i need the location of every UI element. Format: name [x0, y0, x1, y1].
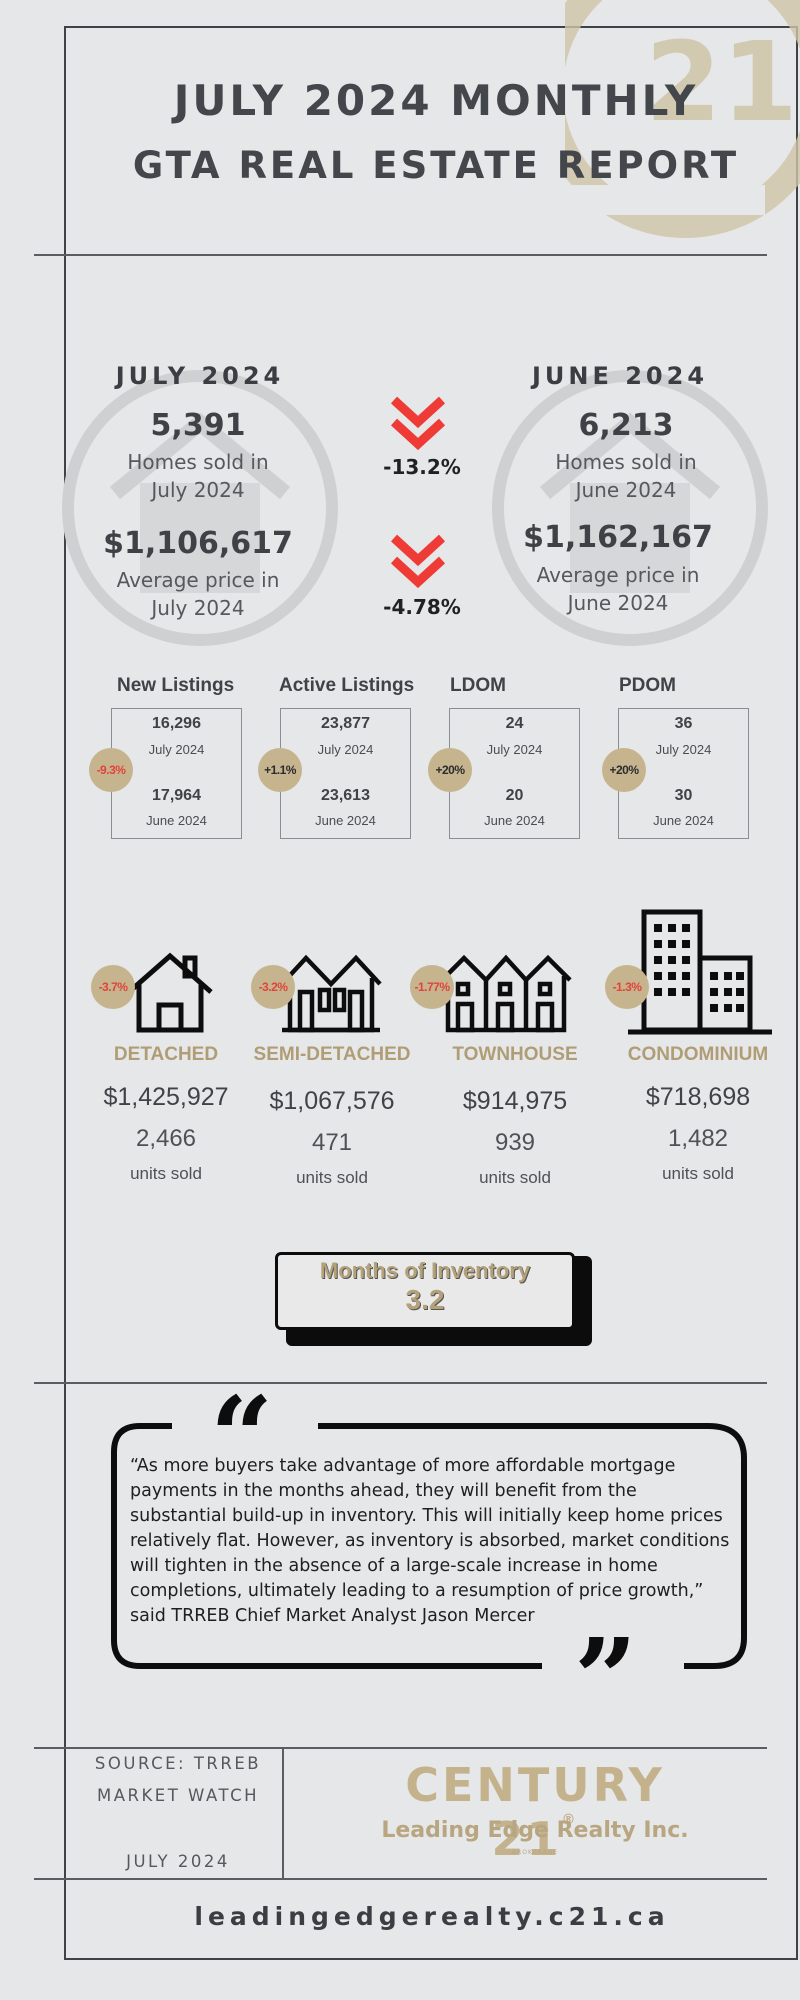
inventory-value: 3.2: [405, 1284, 445, 1315]
homes-sold-change: -13.2%: [383, 455, 461, 479]
semi-detached-icon: [280, 954, 382, 1033]
previous-homes-sold: 6,213: [578, 408, 674, 443]
metric-previous-value: 23,613: [321, 787, 370, 804]
divider-header: [34, 254, 767, 256]
previous-homes-sold-label: Homes sold in: [555, 450, 697, 474]
property-units-label: units sold: [662, 1164, 734, 1183]
current-avg-price-month: July 2024: [151, 596, 245, 620]
current-homes-sold-label: Homes sold in: [127, 450, 269, 474]
close-quote-icon: ”: [574, 1614, 638, 1743]
property-units: 939: [494, 1129, 536, 1156]
quote-frame: [111, 1423, 747, 1669]
metric-title-new-listings: New Listings: [117, 675, 235, 696]
property-name-townhouse: TOWNHOUSE: [452, 1044, 578, 1065]
metric-title-active-listings: Active Listings: [279, 675, 415, 696]
property-units-label: units sold: [479, 1168, 551, 1187]
property-units: 1,482: [667, 1125, 729, 1152]
metric-title-pdom: PDOM: [619, 675, 676, 696]
metric-change-badge: +20%: [602, 748, 646, 792]
page-frame: [64, 26, 798, 1960]
metric-title-ldom: LDOM: [450, 675, 506, 696]
metric-current-value: 24: [505, 715, 524, 732]
divider-footer-top: [34, 1747, 767, 1749]
metric-current-month: July 2024: [486, 742, 543, 757]
current-avg-price: $1,106,617: [103, 526, 293, 561]
divider-footer-bottom: [34, 1878, 767, 1880]
open-quote-icon: “: [210, 1372, 274, 1501]
current-homes-sold-month: July 2024: [151, 478, 245, 502]
source-line1: SOURCE: TRREB: [94, 1754, 262, 1773]
property-price: $718,698: [645, 1083, 751, 1111]
metric-previous-month: June 2024: [484, 813, 545, 828]
property-units: 2,466: [135, 1125, 197, 1152]
metric-previous-value: 30: [674, 787, 693, 804]
metric-previous-value: 17,964: [152, 787, 201, 804]
condominium-icon: [628, 909, 772, 1035]
source-line2: MARKET WATCH: [96, 1786, 260, 1805]
current-homes-sold: 5,391: [150, 408, 246, 443]
metric-previous-month: June 2024: [653, 813, 714, 828]
brand-subtitle: Leading Edge Realty Inc.: [381, 1818, 689, 1843]
previous-homes-sold-month: June 2024: [575, 478, 677, 502]
property-units-label: units sold: [130, 1164, 202, 1183]
current-month-heading: JULY 2024: [115, 362, 285, 390]
property-name-semi-detached: SEMI-DETACHED: [253, 1044, 411, 1065]
avg-price-change: -4.78%: [383, 595, 461, 619]
metric-current-month: July 2024: [148, 742, 205, 757]
property-name-condominium: CONDOMINIUM: [627, 1044, 769, 1065]
inventory-box: Months of Inventory 3.2: [275, 1252, 575, 1330]
divider-quote: [34, 1382, 767, 1384]
brand-name: CENTURY 21: [405, 1758, 665, 1866]
house-watermark-icon: [492, 370, 768, 646]
property-units-label: units sold: [296, 1168, 368, 1187]
previous-month-heading: JUNE 2024: [531, 362, 709, 390]
website-link[interactable]: leadingedgerealty.c21.ca: [194, 1902, 670, 1931]
c21-watermark-icon: 21: [565, 0, 800, 238]
report-title-line2: GTA REAL ESTATE REPORT: [132, 144, 740, 187]
quote-text: “As more buyers take advantage of more a…: [130, 1456, 730, 1626]
property-name-detached: DETACHED: [113, 1044, 219, 1065]
registered-mark: ®: [561, 1812, 579, 1828]
metric-card-new-listings: 16,296 July 2024 17,964 June 2024: [111, 708, 242, 839]
property-price: $914,975: [462, 1087, 568, 1115]
brand-tag: BROKERAGE: [511, 1849, 559, 1856]
century21-logo: CENTURY 21®: [380, 1758, 690, 1866]
report-title-line1: JULY 2024 MONTHLY: [173, 76, 699, 125]
townhouse-icon: [440, 954, 572, 1033]
metric-current-value: 23,877: [321, 715, 370, 732]
property-change-badge: -1.77%: [410, 965, 454, 1009]
metric-current-value: 16,296: [152, 715, 201, 732]
metric-current-month: July 2024: [655, 742, 712, 757]
metric-previous-month: June 2024: [315, 813, 376, 828]
divider-footer-vertical: [282, 1748, 284, 1878]
chevron-double-down-icon: [390, 396, 446, 450]
property-change-badge: -3.2%: [251, 965, 295, 1009]
previous-avg-price: $1,162,167: [523, 520, 713, 555]
chevron-double-down-icon: [390, 534, 446, 588]
metric-change-badge: -9.3%: [89, 748, 133, 792]
property-price: $1,425,927: [103, 1083, 229, 1111]
metric-previous-month: June 2024: [146, 813, 207, 828]
metric-change-badge: +1.1%: [258, 748, 302, 792]
house-watermark-icon: [62, 370, 338, 646]
property-change-badge: -3.7%: [91, 965, 135, 1009]
previous-avg-price-label: Average price in: [536, 563, 700, 587]
metric-current-month: July 2024: [317, 742, 374, 757]
inventory-label: Months of Inventory: [319, 1258, 531, 1283]
metric-previous-value: 20: [505, 787, 524, 804]
metric-current-value: 36: [674, 715, 693, 732]
previous-avg-price-month: June 2024: [567, 591, 669, 615]
source-date: JULY 2024: [126, 1852, 230, 1871]
property-price: $1,067,576: [269, 1087, 395, 1115]
current-avg-price-label: Average price in: [116, 568, 280, 592]
property-change-badge: -1.3%: [605, 965, 649, 1009]
detached-house-icon: [127, 952, 213, 1033]
metric-card-ldom: 24 July 2024 20 June 2024: [449, 708, 580, 839]
property-units: 471: [311, 1129, 353, 1156]
svg-text:21: 21: [645, 18, 798, 146]
metric-change-badge: +20%: [428, 748, 472, 792]
